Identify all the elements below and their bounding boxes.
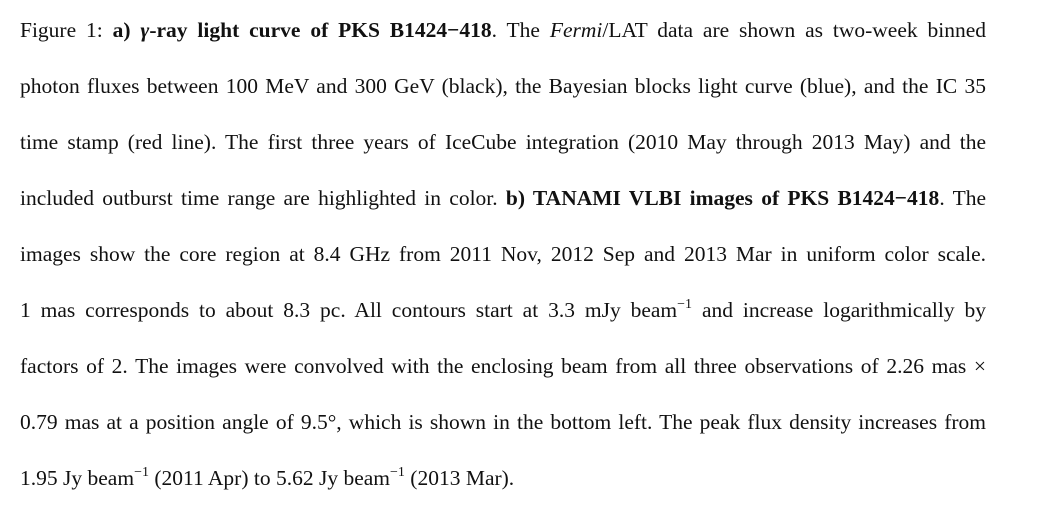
caption-line-9: 1.95 Jy beam−1 (2011 Apr) to 5.62 Jy bea… [20,456,986,512]
caption-line-5: images show the core region at 8.4 GHz f… [20,242,986,266]
caption-text: 1 mas corresponds to about 8.3 pc. All c… [20,298,678,322]
caption-line-1: Figure 1: a) γ-ray light curve of PKS B1… [20,8,986,64]
caption-line-2: photon fluxes between 100 MeV and 300 Ge… [20,74,986,98]
panel-b-title: b) TANAMI VLBI images of PKS B1424−418 [505,186,940,210]
gamma-symbol: γ [140,18,150,42]
fermi-italic: Fermi [549,18,603,42]
caption-line-7: factors of 2. The images were convolved … [20,354,986,378]
figure-caption: Figure 1: a) γ-ray light curve of PKS B1… [20,8,986,512]
caption-line-3: time stamp (red line). The first three y… [20,130,986,154]
figure-label: Figure 1: [20,18,103,42]
caption-text: (2013 Mar). [404,466,515,490]
superscript: −1 [677,297,693,312]
caption-text: and increase logarithmically by [692,298,986,322]
panel-a-title-start: γ-ray light curve of PKS B1424−418 [140,18,491,42]
caption-line-8: 0.79 mas at a position angle of 9.5°, wh… [20,410,986,434]
superscript: −1 [134,465,149,480]
caption-line-6: 1 mas corresponds to about 8.3 pc. All c… [20,288,986,344]
caption-text: (2011 Apr) to 5.62 Jy beam [148,466,391,490]
caption-text: . The [939,186,986,210]
panel-a-label: a) [112,18,131,42]
panel-a-title: -ray light curve of PKS B1424−418 [149,18,492,42]
superscript: −1 [390,465,405,480]
caption-text: /LAT data are shown as two-week binned [602,18,987,42]
caption-text: 1.95 Jy beam [20,466,135,490]
caption-line-4: included outburst time range are highlig… [20,176,986,232]
caption-text: included outburst time range are highlig… [20,186,506,210]
caption-text: . The [491,18,550,42]
